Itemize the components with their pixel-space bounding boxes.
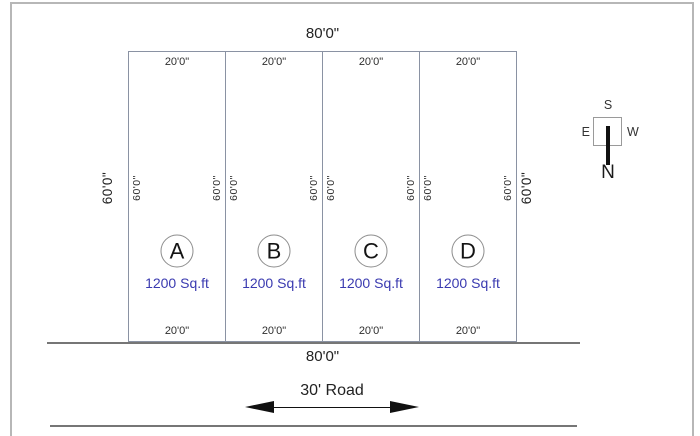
frontage-boundary-line: [47, 342, 580, 344]
plot-c: 20'0" 60'0" 60'0" C 1200 Sq.ft 20'0": [323, 52, 420, 341]
plot-a-right-dimension: 60'0": [211, 174, 223, 201]
compass-south-label: S: [603, 98, 613, 112]
plot-a-left-dimension: 60'0": [131, 174, 143, 201]
plot-c-bottom-dimension: 20'0": [358, 325, 384, 337]
plot-b-area: 1200 Sq.ft: [242, 275, 306, 291]
compass-needle-icon: [606, 126, 610, 165]
arrow-shaft: [265, 406, 399, 408]
outer-left-height-dimension: 60'0": [100, 171, 115, 205]
compass-north-label: N: [601, 162, 615, 183]
compass-west-label: W: [627, 125, 639, 139]
bottom-width-dimension: 80'0": [305, 348, 340, 365]
arrow-left-head-icon: [245, 401, 274, 413]
road-width-arrow: [245, 401, 419, 414]
plot-c-letter: C: [363, 238, 379, 263]
plot-c-right-dimension: 60'0": [405, 174, 417, 201]
arrow-right-head-icon: [390, 401, 419, 413]
compass-rose: S E W N: [565, 96, 655, 191]
plot-d-left-dimension: 60'0": [422, 174, 434, 201]
plot-b-left-dimension: 60'0": [228, 174, 240, 201]
plot-c-top-dimension: 20'0": [358, 56, 384, 68]
plot-a-letter-badge: A: [160, 234, 194, 268]
plot-d-area: 1200 Sq.ft: [436, 275, 500, 291]
plot-c-left-dimension: 60'0": [325, 174, 337, 201]
subdivision-rectangle: 20'0" 60'0" 60'0" A 1200 Sq.ft 20'0" 20'…: [128, 51, 517, 342]
plot-b-bottom-dimension: 20'0": [261, 325, 287, 337]
plot-d-top-dimension: 20'0": [455, 56, 481, 68]
plot-d-right-dimension: 60'0": [502, 174, 514, 201]
road-label: 30' Road: [300, 382, 364, 399]
plot-d-letter-badge: D: [451, 234, 485, 268]
plot-d: 20'0" 60'0" 60'0" D 1200 Sq.ft 20'0": [420, 52, 516, 341]
plot-a-top-dimension: 20'0": [164, 56, 190, 68]
outer-right-height-dimension: 60'0": [519, 171, 534, 205]
plot-a-area: 1200 Sq.ft: [145, 275, 209, 291]
compass-east-label: E: [581, 125, 590, 139]
plot-c-letter-badge: C: [354, 234, 388, 268]
plot-a: 20'0" 60'0" 60'0" A 1200 Sq.ft 20'0": [129, 52, 226, 341]
top-width-dimension: 80'0": [305, 25, 340, 42]
plot-d-letter: D: [460, 238, 476, 263]
plot-c-area: 1200 Sq.ft: [339, 275, 403, 291]
plot-b-right-dimension: 60'0": [308, 174, 320, 201]
plot-b: 20'0" 60'0" 60'0" B 1200 Sq.ft 20'0": [226, 52, 323, 341]
plot-d-bottom-dimension: 20'0": [455, 325, 481, 337]
plot-b-top-dimension: 20'0": [261, 56, 287, 68]
plot-a-bottom-dimension: 20'0": [164, 325, 190, 337]
plot-a-letter: A: [169, 238, 185, 263]
plot-b-letter-badge: B: [257, 234, 291, 268]
plot-b-letter: B: [266, 238, 282, 263]
road-edge-line: [50, 425, 577, 427]
